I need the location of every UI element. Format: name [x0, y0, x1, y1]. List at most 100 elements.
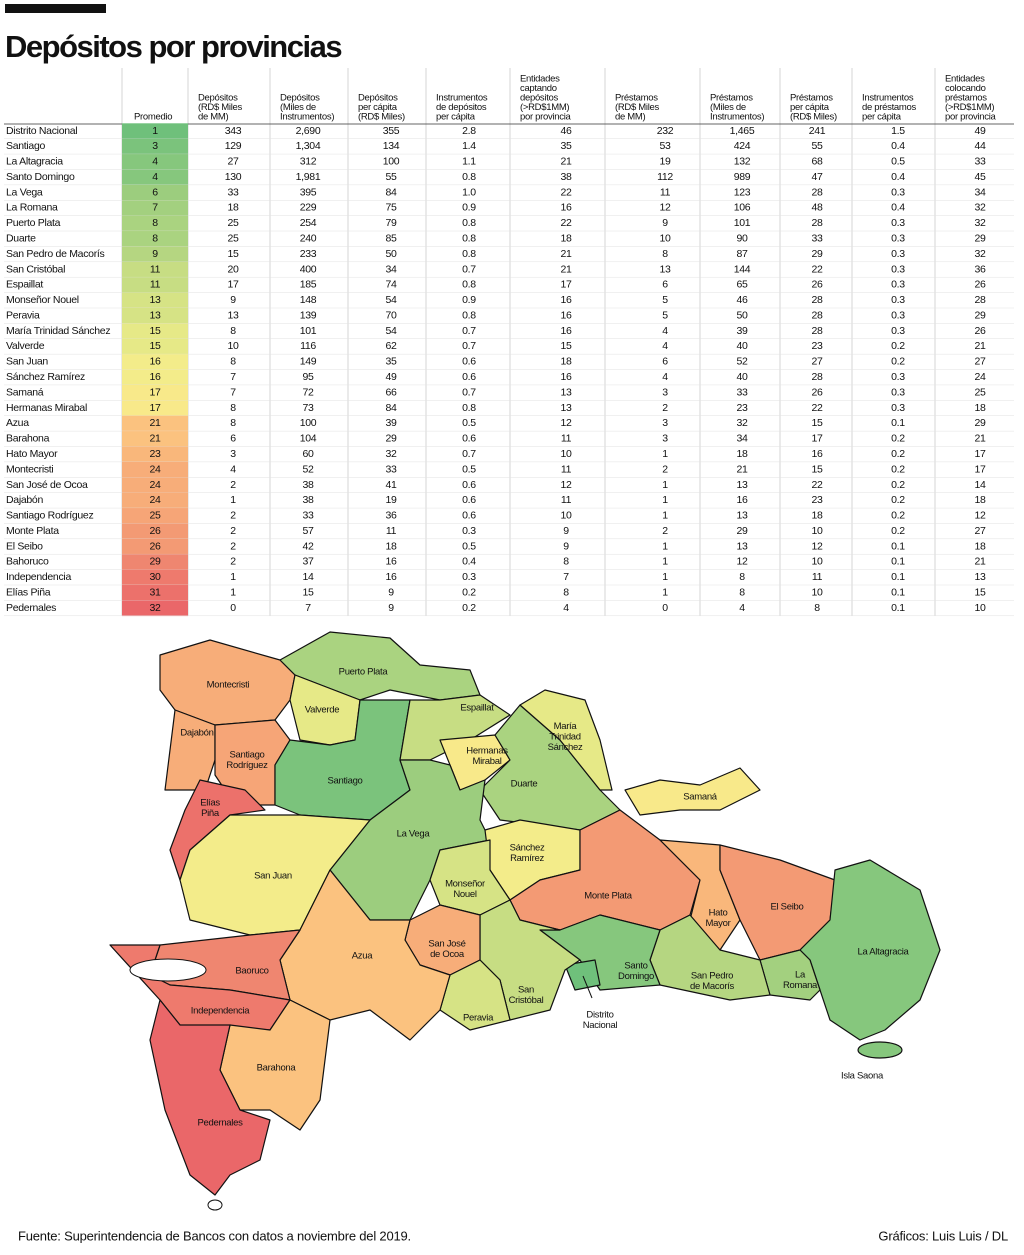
table-cell: 20: [227, 263, 239, 275]
table-cell: 29: [149, 556, 161, 568]
province-name: Monseñor Nouel: [6, 294, 79, 306]
table-cell: 8: [739, 586, 745, 598]
province-name: Valverde: [6, 340, 45, 352]
table-cell: 40: [736, 371, 748, 383]
table-cell: 32: [385, 448, 397, 460]
table-cell: 13: [560, 402, 572, 414]
table-cell: 68: [811, 156, 823, 168]
table-cell: 0.3: [891, 217, 905, 229]
table-cell: 1,465: [730, 125, 755, 137]
table-cell: 0.4: [891, 202, 905, 214]
table-cell: 0.3: [462, 571, 476, 583]
table-cell: 11: [561, 433, 572, 445]
table-cell: 10: [227, 340, 239, 352]
table-cell: 10: [659, 233, 671, 245]
table-cell: 232: [657, 125, 674, 137]
column-header: préstamos: [945, 93, 987, 104]
table-cell: 0.6: [462, 371, 476, 383]
table-cell: 27: [974, 525, 986, 537]
table-cell: 72: [302, 386, 314, 398]
rank-cell: [122, 508, 188, 524]
table-cell: 75: [385, 202, 397, 214]
table-cell: 123: [734, 186, 751, 198]
column-header: (RD$ Miles: [198, 102, 243, 113]
table-cell: 10: [560, 448, 572, 460]
province-name: Independencia: [6, 571, 71, 583]
rank-cell: [122, 384, 188, 401]
province-name: Barahona: [6, 433, 50, 445]
table-cell: 15: [560, 340, 572, 352]
map-label: La Altagracia: [857, 947, 909, 958]
table-cell: 8: [662, 248, 668, 260]
table-cell: 33: [227, 186, 239, 198]
table-cell: 104: [300, 433, 317, 445]
table-cell: 25: [974, 386, 986, 398]
table-cell: 0.2: [891, 433, 905, 445]
table-cell: 343: [225, 125, 242, 137]
province-name: Pedernales: [6, 602, 56, 614]
table-cell: 21: [149, 417, 161, 429]
table-cell: 23: [736, 402, 748, 414]
table-cell: 29: [974, 233, 986, 245]
table-cell: 17: [811, 433, 823, 445]
table-cell: 29: [974, 417, 986, 429]
table-cell: 5: [662, 309, 668, 321]
table-cell: 28: [811, 309, 823, 321]
map-label: San Juan: [254, 871, 292, 882]
table-cell: 0.2: [891, 510, 905, 522]
map-label: Dajabón: [180, 728, 213, 739]
table-cell: 8: [814, 602, 820, 614]
table-cell: 35: [560, 140, 572, 152]
table-cell: 18: [736, 448, 748, 460]
rank-cell: [122, 400, 188, 417]
table-cell: 106: [734, 202, 751, 214]
table-cell: 4: [152, 156, 158, 168]
table-cell: 1: [662, 494, 668, 506]
table-cell: 24: [149, 479, 161, 491]
table-cell: 66: [385, 386, 397, 398]
table-cell: 27: [811, 356, 823, 368]
table-cell: 33: [736, 386, 748, 398]
table-cell: 39: [385, 417, 397, 429]
table-cell: 16: [560, 371, 572, 383]
table-cell: 0.2: [891, 463, 905, 475]
column-header: de MM): [198, 112, 229, 123]
column-header: per cápita: [790, 102, 830, 113]
table-cell: 11: [812, 571, 823, 583]
province-name: Hermanas Mirabal: [6, 402, 87, 414]
province-shape: [624, 767, 761, 816]
table-cell: 30: [149, 571, 161, 583]
table-cell: 0.8: [462, 309, 476, 321]
table-cell: 57: [302, 525, 314, 537]
table-cell: 49: [974, 125, 986, 137]
table-cell: 55: [385, 171, 397, 183]
table-cell: 24: [974, 371, 986, 383]
table-cell: 9: [152, 248, 158, 260]
table-cell: 28: [974, 294, 986, 306]
table-cell: 21: [560, 248, 572, 260]
table-cell: 0.4: [891, 171, 905, 183]
table-cell: 27: [974, 356, 986, 368]
province-name: Santo Domingo: [6, 171, 75, 183]
rank-cell: [122, 123, 188, 139]
column-header: de MM): [615, 112, 646, 123]
table-cell: 11: [561, 463, 572, 475]
table-cell: 87: [736, 248, 748, 260]
table-cell: 2: [662, 463, 668, 475]
province-name: San Pedro de Macorís: [6, 248, 105, 260]
table-cell: 6: [230, 433, 236, 445]
table-cell: 0.3: [891, 325, 905, 337]
province-name: Distrito Nacional: [6, 125, 77, 137]
table-cell: 0.8: [462, 217, 476, 229]
province-shape: [164, 709, 216, 791]
rank-cell: [122, 369, 188, 386]
table-cell: 26: [974, 325, 986, 337]
table-cell: 2: [230, 525, 236, 537]
table-cell: 395: [300, 186, 317, 198]
column-header: Instrumentos): [280, 112, 334, 123]
table-cell: 1.0: [462, 186, 476, 198]
lake: [129, 958, 207, 982]
map-label: Samaná: [683, 792, 718, 803]
table-cell: 84: [385, 186, 397, 198]
table-cell: 34: [736, 433, 748, 445]
